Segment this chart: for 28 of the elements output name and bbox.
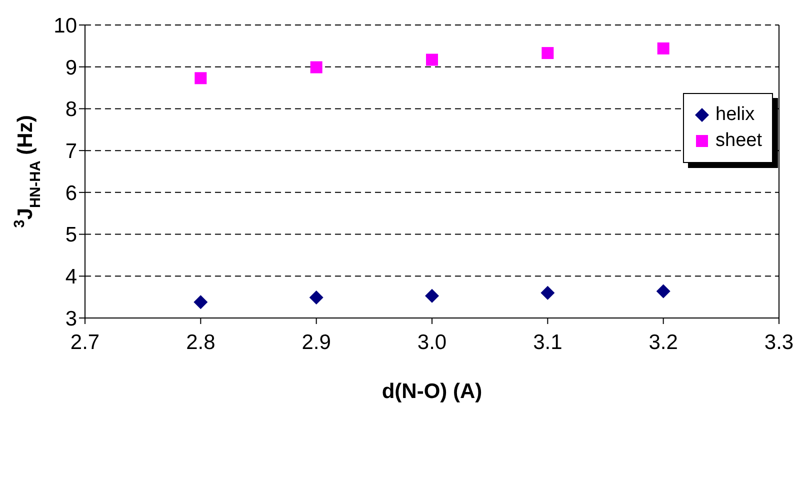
x-tick-label: 2.8 [186,330,216,354]
y-tick-label: 10 [54,14,77,38]
y-tick-label: 4 [65,266,78,289]
y-tick-label: 6 [65,182,77,205]
point [540,286,555,300]
point [194,295,208,310]
x-axis-title: d(N-O) (A) [382,380,482,403]
x-tick-label: 2.9 [302,330,331,354]
y-tick-label: 7 [65,140,77,164]
point [656,284,670,298]
point [309,290,324,304]
y-tick-label: 8 [65,98,77,122]
point [425,288,439,303]
x-tick-label: 2.7 [70,330,100,354]
y-tick-label: 3 [65,307,77,330]
x-tick-label: 3.2 [648,330,678,354]
point [657,42,670,54]
x-tick-label: 3.3 [764,330,794,354]
legend-label: sheet [716,130,762,152]
x-tick-label: 3.1 [533,330,562,354]
point [542,47,554,60]
y-tick-label: 5 [65,224,77,247]
point [310,61,322,74]
point [194,72,207,84]
y-tick-label: 9 [65,56,77,80]
x-tick-label: 3.0 [417,330,447,354]
legend-label: helix [716,104,755,126]
point [426,54,438,66]
